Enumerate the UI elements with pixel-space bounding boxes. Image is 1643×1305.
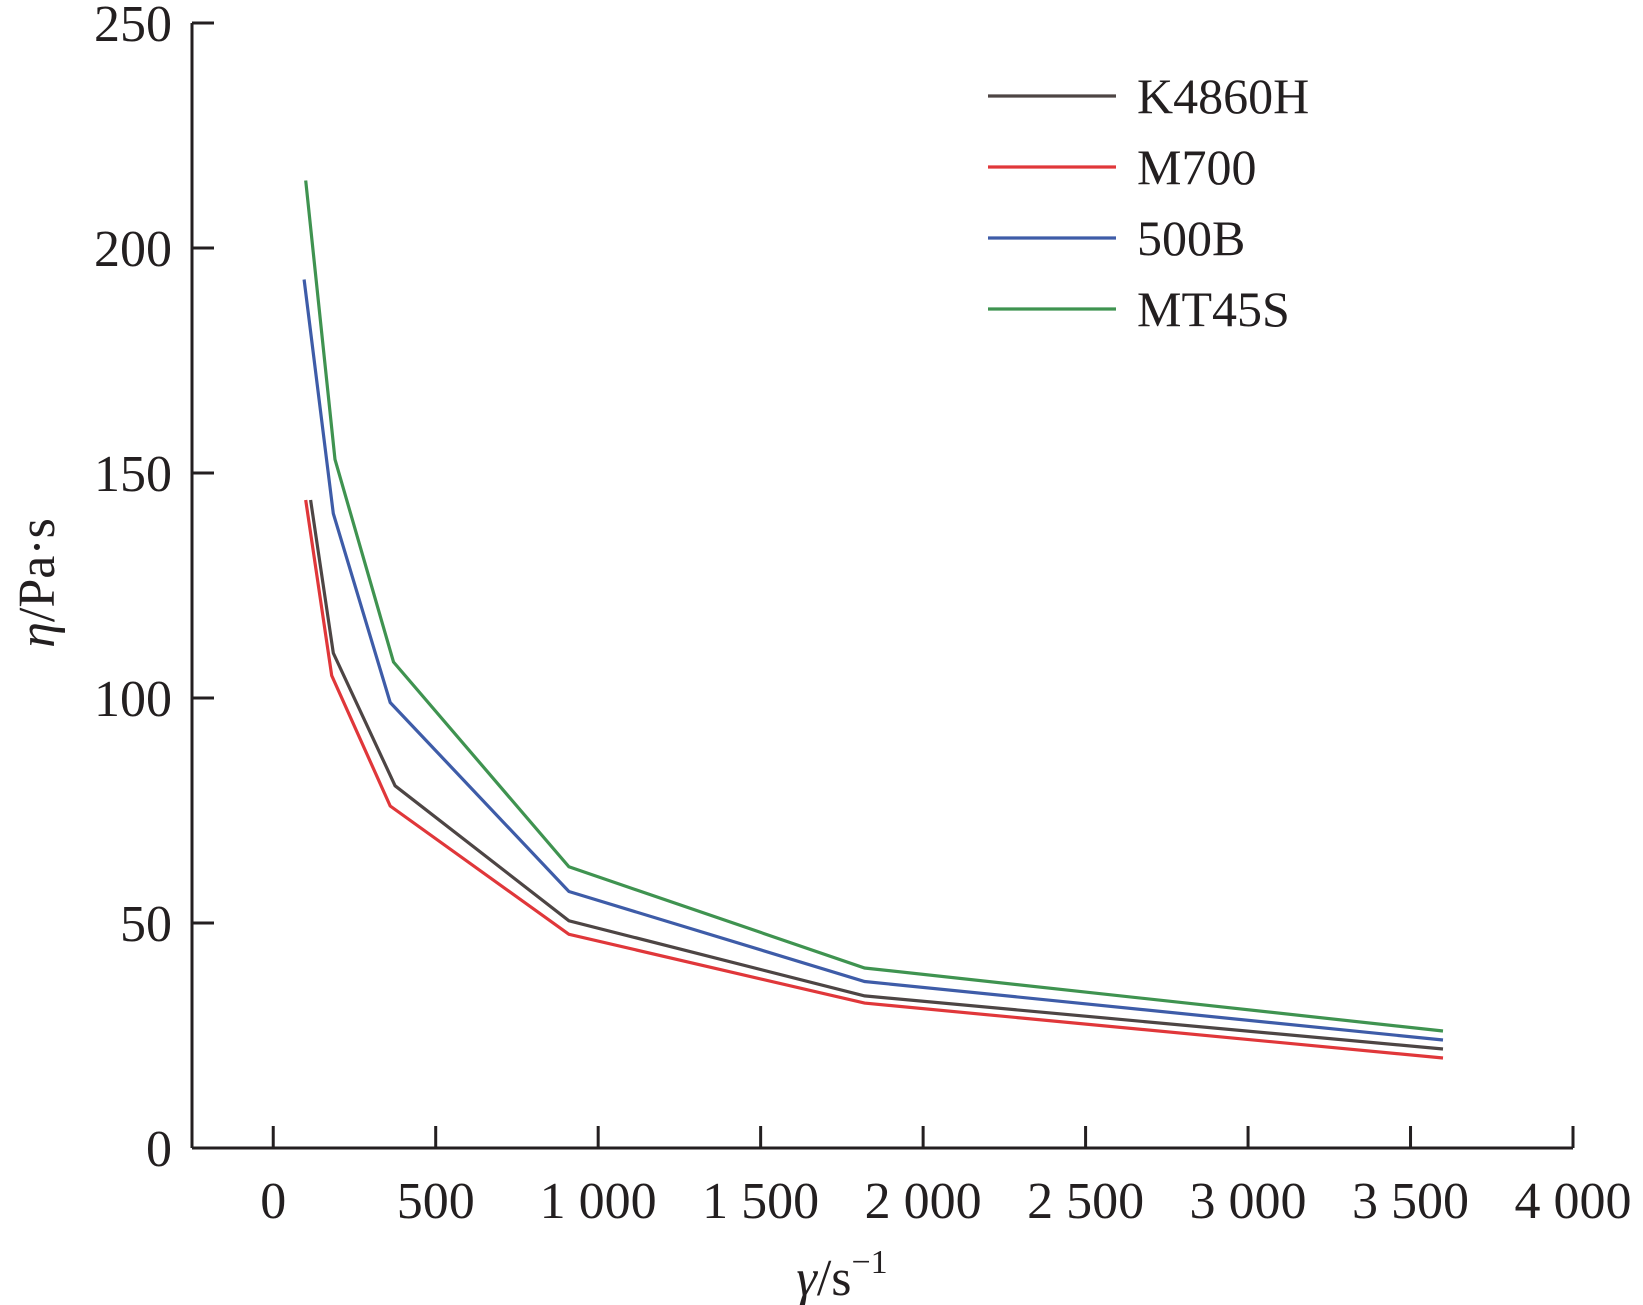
y-axis-symbol: η: [9, 622, 66, 648]
y-tick-label: 100: [94, 671, 172, 728]
axis-titles: γ/s−1 η/Pa·s: [9, 518, 888, 1305]
x-axis-title: γ/s−1: [796, 1244, 887, 1305]
series-line-m700: [304, 499, 1444, 1060]
legend-label-mt45s: MT45S: [1137, 281, 1290, 337]
y-tick-label: 150: [94, 446, 172, 503]
legend-label-m700: M700: [1137, 139, 1256, 195]
series-line-500b: [302, 279, 1444, 1042]
chart-series: [302, 180, 1444, 1060]
x-axis-unit: /s: [817, 1250, 852, 1305]
y-axis-unit: /Pa·s: [9, 518, 66, 622]
y-tick-label: 250: [94, 0, 172, 53]
x-tick-label: 2 000: [865, 1173, 982, 1230]
x-tick-label: 0: [260, 1173, 286, 1230]
x-tick-label: 1 500: [702, 1173, 819, 1230]
x-tick-label: 3 500: [1352, 1173, 1469, 1230]
x-axis-unit-exponent: −1: [852, 1244, 888, 1281]
chart-legend: K4860H M700 500B MT45S: [988, 68, 1309, 337]
x-tick-label: 3 000: [1190, 1173, 1307, 1230]
x-axis-symbol: γ: [796, 1250, 818, 1305]
x-tick-label: 2 500: [1027, 1173, 1144, 1230]
legend-label-k4860h: K4860H: [1137, 68, 1309, 124]
series-line-k4860h: [309, 499, 1444, 1051]
x-tick-label: 500: [397, 1173, 475, 1230]
legend-label-500b: 500B: [1137, 210, 1245, 266]
y-tick-label: 0: [146, 1121, 172, 1178]
x-tick-label: 1 000: [540, 1173, 657, 1230]
series-line-mt45s: [304, 180, 1444, 1033]
y-tick-label: 200: [94, 221, 172, 278]
chart-axes: 0 500 1 000 1 500 2 000 2 500 3 000 3 500 4 000 0…: [94, 0, 1632, 1230]
y-tick-label: 50: [120, 896, 172, 953]
y-axis-title: η/Pa·s: [9, 518, 66, 648]
x-tick-label: 4 000: [1515, 1173, 1632, 1230]
